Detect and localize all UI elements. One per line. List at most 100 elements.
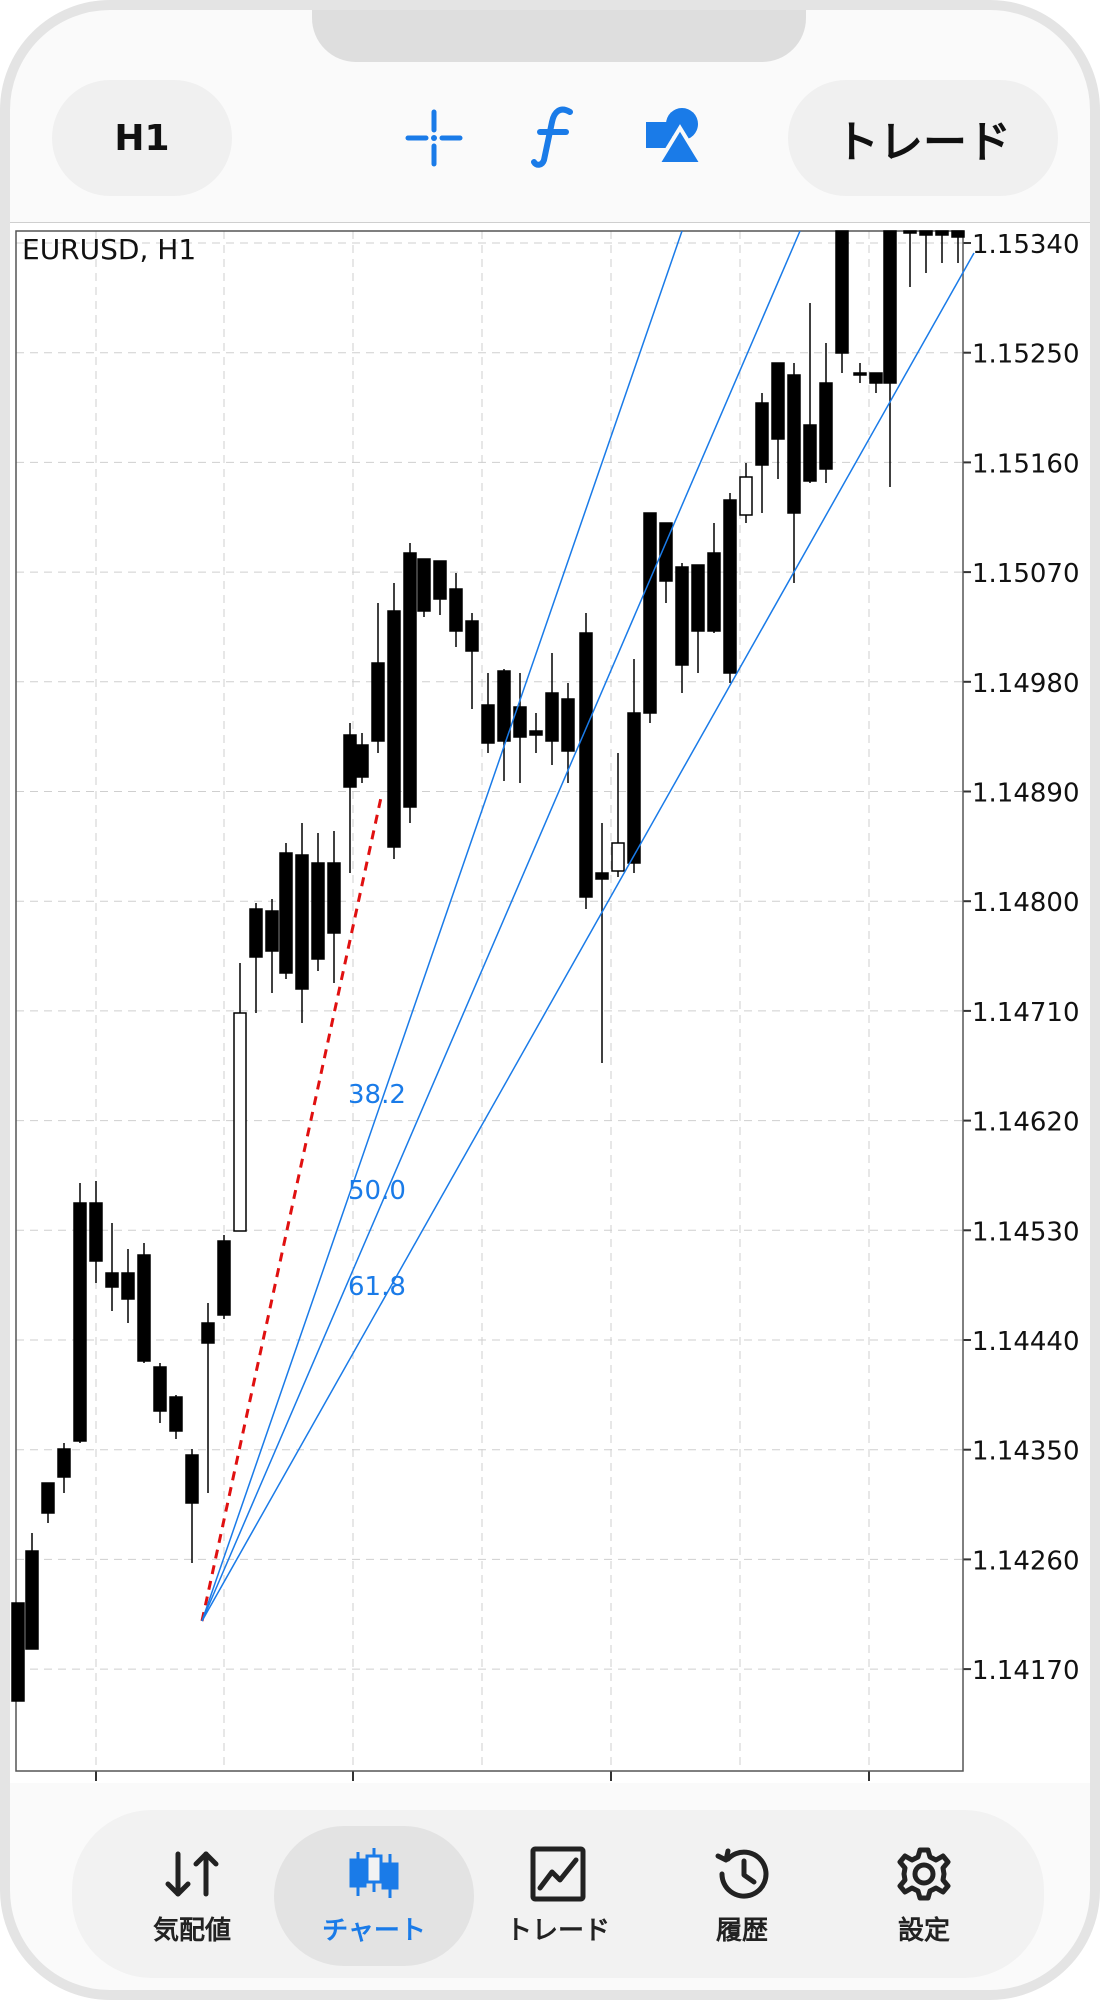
candle-body [89,1202,103,1262]
function-f-icon[interactable] [530,104,582,168]
candle-body [819,382,833,470]
trade-button[interactable]: トレード [788,80,1058,196]
candle-body [739,476,753,516]
candle-body [121,1272,135,1300]
candle-body [265,910,279,952]
candle-body [201,1322,215,1344]
plot-frame [15,230,964,1772]
candle-body [41,1482,55,1514]
nav-quotes-label: 気配値 [152,1916,231,1946]
trade-label: トレード [835,117,1011,168]
candle-body [433,560,447,600]
price-tick-label: 1.14170 [972,1656,1080,1686]
candle-body [217,1240,231,1316]
quotes-arrows-icon [165,1851,219,1897]
candle-body [627,712,641,864]
candle-body [771,362,785,440]
candle-body [249,908,263,958]
candle-body [545,692,559,742]
trend-line-dashed [200,792,384,1622]
candle-body [481,704,495,744]
price-tick-label: 1.15340 [972,230,1080,260]
candle-body [465,620,479,652]
candle-body [513,706,527,738]
candle-body [449,588,463,632]
candlestick-icon [349,1848,399,1898]
crosshair-icon[interactable] [404,108,464,168]
candle-body [579,632,593,898]
candle-body [11,1602,25,1702]
candle-body [233,1012,247,1232]
bottom-navigation: 気配値 チャート トレード [72,1810,1044,1978]
nav-quotes[interactable]: 気配値 [92,1826,292,1966]
top-toolbar: H1 トレード [10,70,1090,220]
nav-history-label: 履歴 [715,1916,768,1946]
nav-history[interactable]: 履歴 [642,1826,842,1966]
candle-body [883,230,897,384]
price-tick-label: 1.14350 [972,1437,1080,1467]
candle-body [707,552,721,632]
candle-body [853,372,867,376]
price-tick-label: 1.15160 [972,449,1080,479]
candle-body [311,862,325,960]
candle-body [529,730,543,736]
price-chart[interactable]: 1.15340 1.15250 1.15160 1.15070 1.14980 1.148… [10,223,1090,1820]
candle-body [417,558,431,612]
candle-body [403,552,417,808]
price-tick-label: 1.14980 [972,669,1080,699]
candle-body [343,734,357,788]
candle-body [279,852,293,974]
nav-chart[interactable]: チャート [274,1826,474,1966]
candle-body [755,402,769,466]
price-tick-label: 1.14710 [972,998,1080,1028]
candle-body [105,1272,119,1288]
history-clock-icon [715,1848,769,1899]
candle-body [57,1448,71,1478]
candle-body [919,230,933,236]
timeframe-label: H1 [114,117,170,159]
fib-fan-line [201,230,683,1622]
gear-icon [897,1847,951,1901]
nav-settings[interactable]: 設定 [824,1826,1024,1966]
candle-body [803,424,817,482]
price-tick-label: 1.14530 [972,1217,1080,1247]
nav-trade[interactable]: トレード [458,1826,658,1966]
candle-body [835,230,849,354]
shapes-icon[interactable] [642,104,708,168]
price-tick-label: 1.14260 [972,1546,1080,1576]
trade-chart-icon [530,1846,586,1902]
candle-body [869,372,883,384]
nav-chart-label: チャート [322,1916,426,1946]
candle-body [25,1550,39,1650]
symbol-label: EURUSD, H1 [22,233,196,266]
timeframe-button[interactable]: H1 [52,80,232,196]
price-tick-label: 1.15070 [972,559,1080,589]
candle-body [137,1254,151,1362]
candle-body [723,499,737,674]
candle-body [387,610,401,848]
candle-body [185,1454,199,1504]
candle-body [675,566,689,666]
price-tick-label: 1.14440 [972,1327,1080,1357]
fib-fan-line [201,230,801,1622]
candle-body [561,698,575,752]
nav-trade-label: トレード [505,1916,610,1946]
candle-body [295,854,309,990]
chart-area[interactable]: 1.15340 1.15250 1.15160 1.15070 1.14980 1.148… [10,222,1090,1820]
price-tick-label: 1.14620 [972,1108,1080,1138]
fib-level-label: 38.2 [348,1080,406,1110]
fib-fan-line [201,252,975,1622]
candle-body [691,564,705,632]
candle-body [371,662,385,742]
candle-body [595,872,609,880]
fib-level-label: 50.0 [348,1176,406,1206]
candle-body [951,230,965,238]
price-tick-label: 1.15250 [972,340,1080,370]
candle-body [643,512,657,714]
price-tick-label: 1.14800 [972,888,1080,918]
candle-body [787,374,801,514]
candle-body [611,842,625,872]
candle-body [169,1396,183,1432]
fib-level-label: 61.8 [348,1272,406,1302]
price-tick-label: 1.14890 [972,779,1080,809]
